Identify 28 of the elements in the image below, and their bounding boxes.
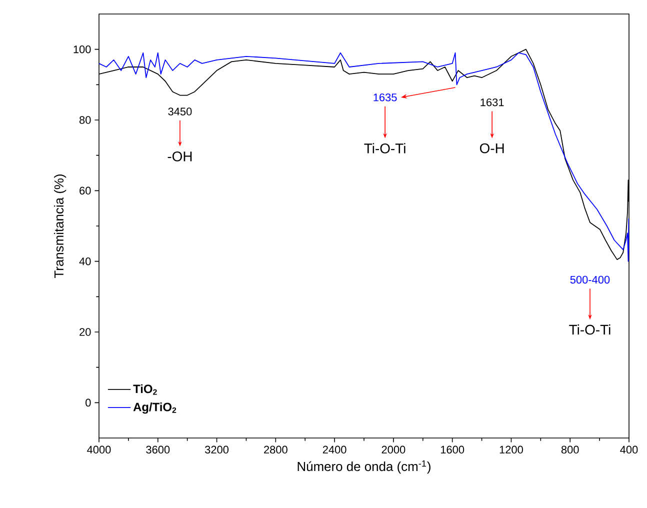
y-tick-label: 40: [79, 257, 91, 266]
y-tick-label: 100: [74, 45, 91, 54]
y-tick-label: 0: [86, 398, 91, 407]
y-tick-label: 60: [80, 186, 91, 195]
annotation: 1631: [480, 98, 504, 106]
y-tick-label: 80: [80, 116, 91, 124]
annotation: Ti-O-Ti: [364, 143, 406, 154]
x-tick-label: 1200: [500, 446, 523, 454]
x-tick-label: 2000: [382, 446, 406, 454]
x-tick-label: 3600: [146, 446, 170, 454]
x-tick-label: 2800: [264, 446, 288, 454]
x-tick-label: 1600: [440, 446, 464, 454]
annotation: O-H: [480, 143, 504, 154]
x-axis-title: Número de onda (cm$^{-1}$): [298, 460, 430, 474]
annotation: Ti-O-Ti: [569, 324, 610, 335]
y-tick-label: 20: [80, 328, 91, 336]
legend-label: TiO$_{2}$: [133, 384, 157, 395]
x-tick-label: 4000: [87, 446, 111, 454]
x-tick-label: 3200: [205, 446, 229, 454]
annotation: 3450: [168, 108, 192, 116]
x-tick-label: 400: [620, 446, 638, 454]
annotation: 1635: [374, 94, 397, 102]
annotation: 500-400: [570, 276, 610, 284]
annotation: -OH: [168, 151, 192, 162]
legend-label: Ag/TiO$_{2}$: [133, 402, 176, 414]
y-axis-title: Transmitancia (%): [54, 174, 66, 278]
x-tick-label: 800: [561, 446, 579, 454]
x-tick-label: 2400: [322, 446, 346, 454]
